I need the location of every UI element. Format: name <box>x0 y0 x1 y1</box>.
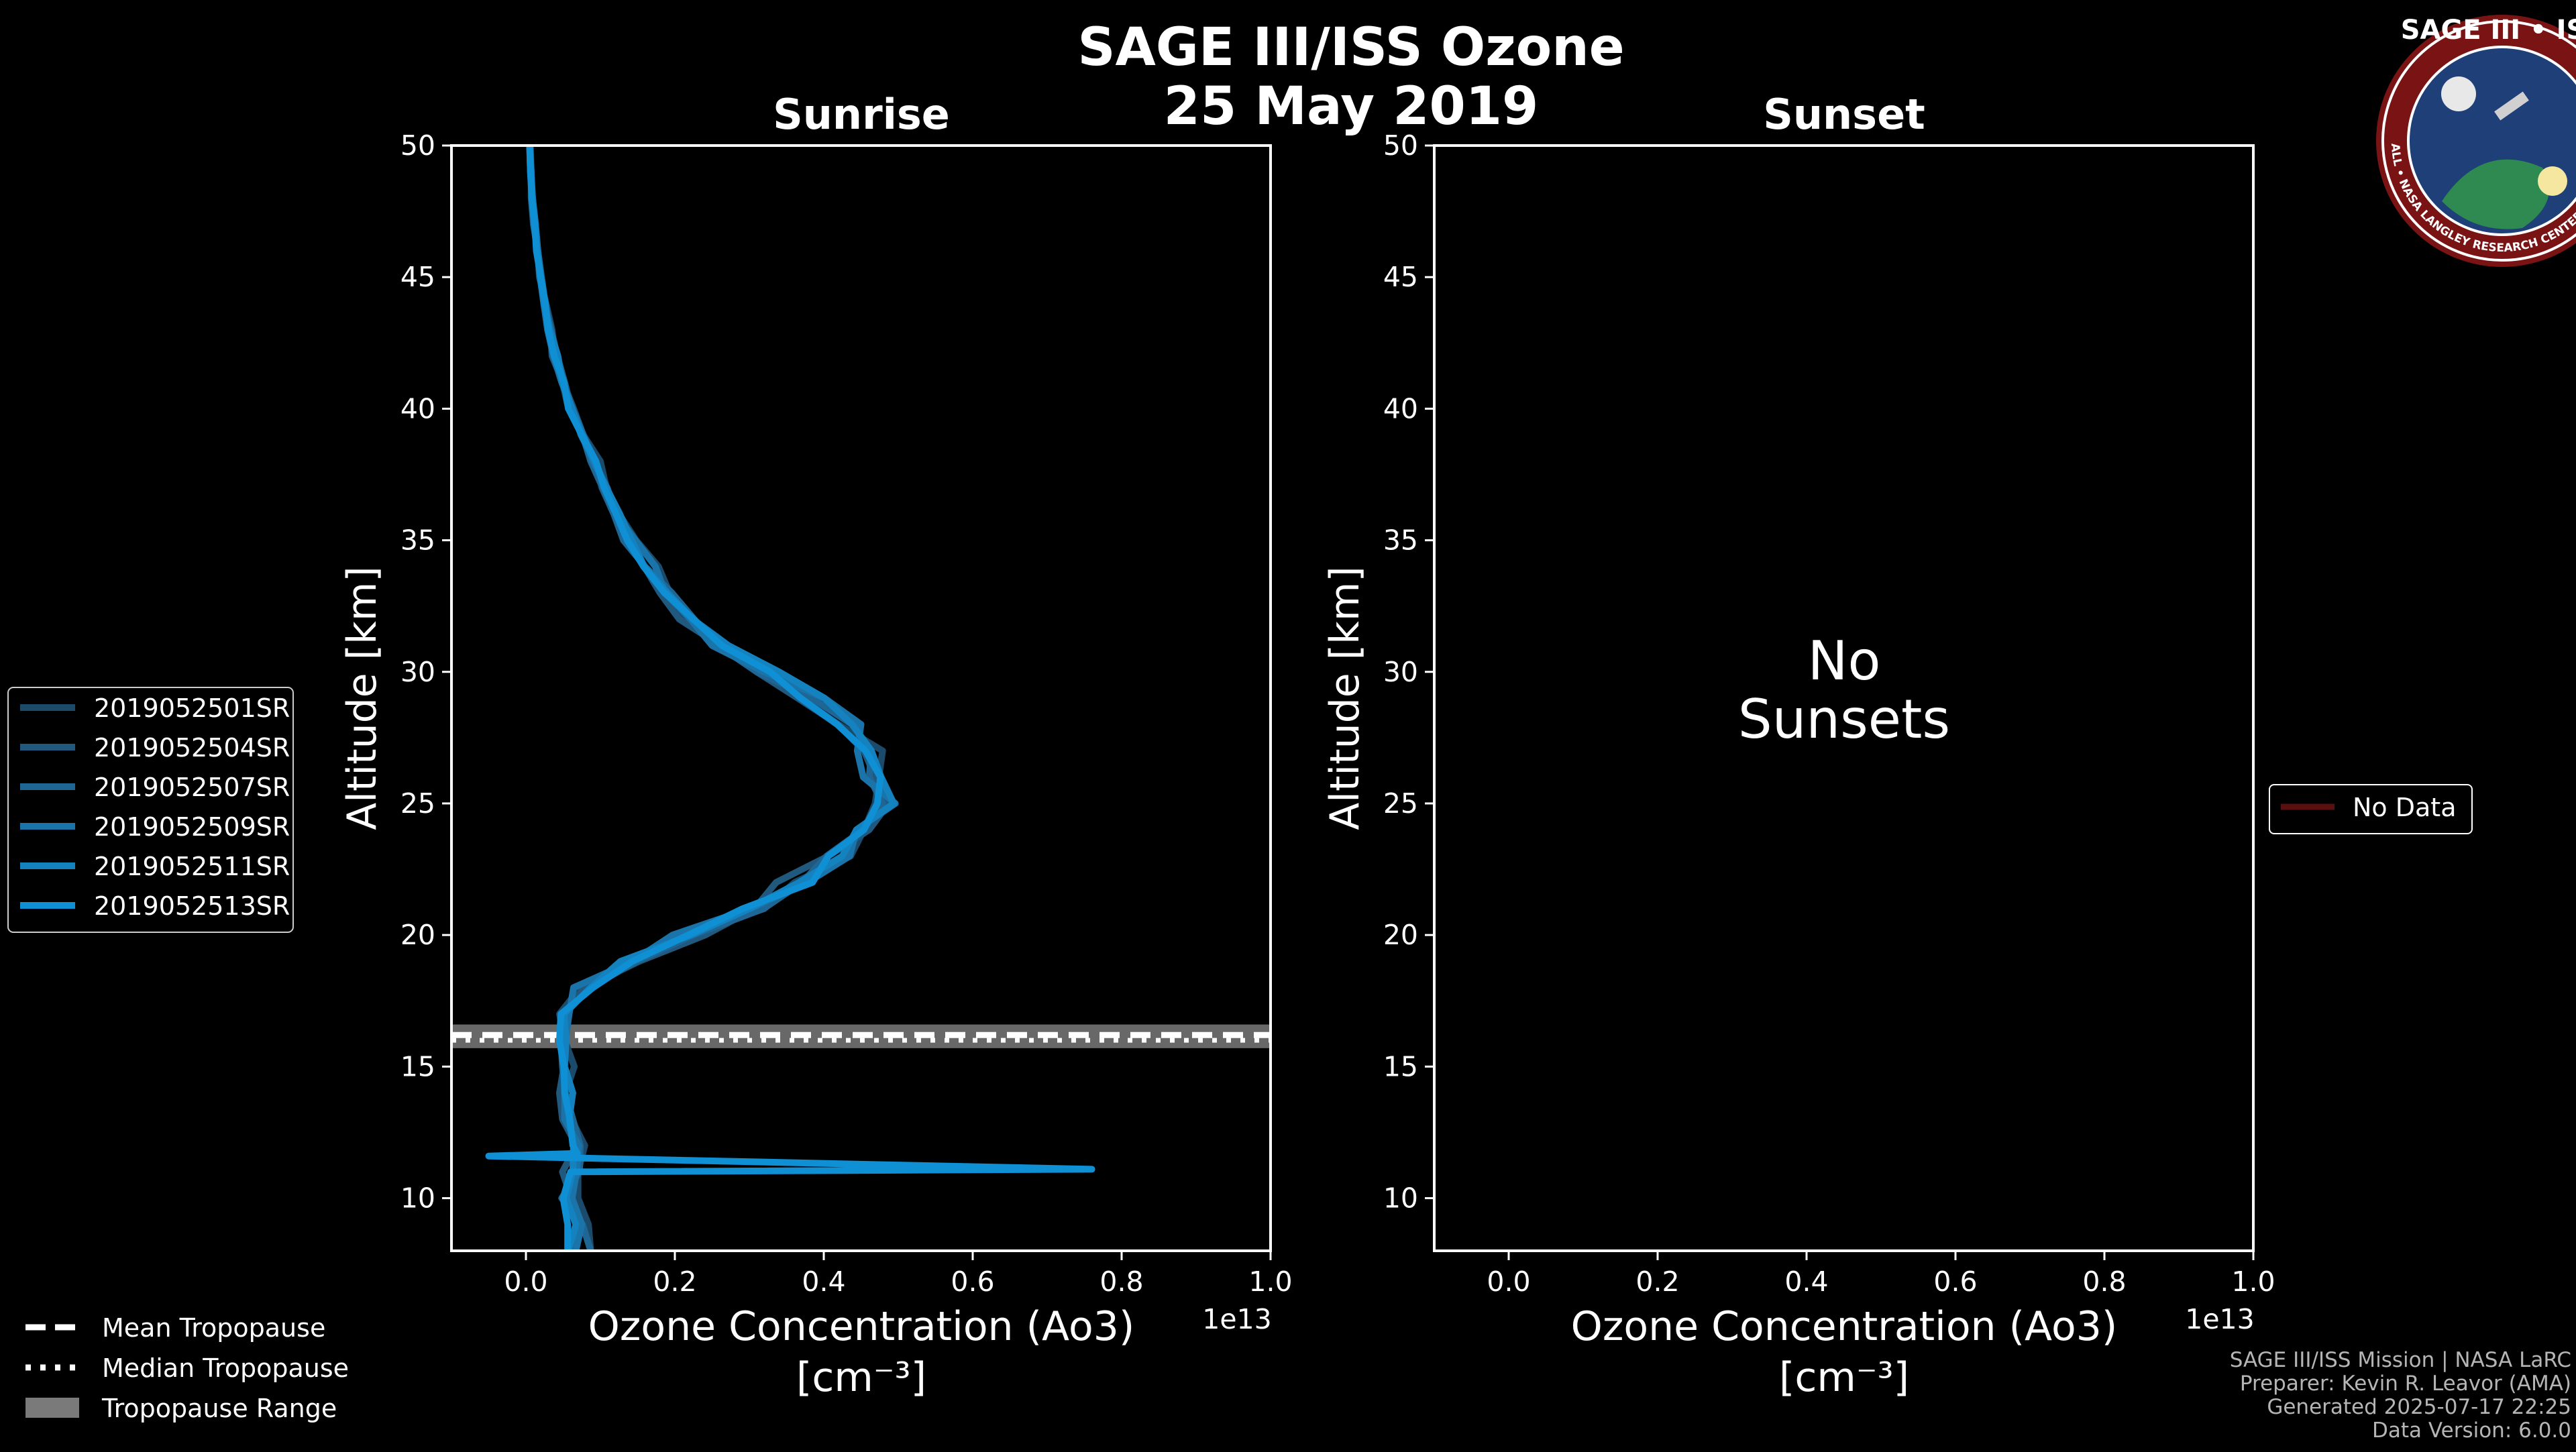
legend-label-2019052509SR: 2019052509SR <box>94 812 290 842</box>
sunset-x-tick-label: 0.8 <box>2082 1266 2126 1298</box>
sunrise-y-tick-label: 50 <box>400 129 435 162</box>
sunrise-x-axis-label: Ozone Concentration (Ao3) <box>588 1303 1135 1350</box>
sunrise-y-tick-label: 40 <box>400 392 435 425</box>
sunrise-x-ticks: 0.0 0.2 0.4 0.6 0.8 1.0 <box>504 1251 1293 1298</box>
sunset-y-tick-label: 50 <box>1383 129 1418 162</box>
sunset-x-scale-label: 1e13 <box>2185 1303 2254 1335</box>
sunrise-x-tick-label: 0.0 <box>504 1266 547 1298</box>
no-sunsets-annotation-line1: No <box>1808 630 1881 692</box>
sunrise-x-tick-label: 0.4 <box>802 1266 845 1298</box>
legend-label-2019052511SR: 2019052511SR <box>94 852 290 881</box>
legend-label-2019052501SR: 2019052501SR <box>94 693 290 723</box>
sunrise-y-ticks: 10 15 20 25 30 35 40 45 50 <box>400 129 451 1215</box>
logo-title-text: SAGE III • ISS <box>2401 15 2576 46</box>
sunrise-axes-frame <box>450 144 1272 1252</box>
sunset-y-tick-label: 15 <box>1383 1050 1418 1082</box>
figure-subtitle: 25 May 2019 <box>1164 76 1539 137</box>
legend-label-2019052513SR: 2019052513SR <box>94 891 290 921</box>
sunset-x-tick-label: 0.6 <box>1933 1266 1977 1298</box>
logo-sun <box>2538 166 2567 196</box>
sunrise-x-tick-label: 0.6 <box>951 1266 994 1298</box>
sunrise-series-group <box>485 146 1095 1251</box>
logo-inner-border <box>2407 46 2576 236</box>
sunrise-x-tick-label: 0.2 <box>653 1266 696 1298</box>
sunset-y-tick-label: 45 <box>1383 261 1418 293</box>
series-line-2019052509SR <box>526 146 899 1251</box>
sunrise-y-tick-label: 35 <box>400 524 435 557</box>
sunrise-y-tick-label: 25 <box>400 787 435 820</box>
sunrise-y-tick-label: 20 <box>400 919 435 951</box>
sunset-y-axis-label: Altitude [km] <box>1322 566 1368 830</box>
sunrise-y-tick-label: 45 <box>400 261 435 293</box>
legend-label-2019052504SR: 2019052504SR <box>94 733 290 763</box>
figure-title: SAGE III/ISS Ozone <box>1077 17 1624 78</box>
logo-earth-landmass <box>2442 159 2549 229</box>
mean-tropopause-legend-label: Mean Tropopause <box>102 1313 325 1343</box>
sunrise-y-tick-label: 15 <box>400 1050 435 1082</box>
series-line-2019052513SR <box>485 146 1095 1251</box>
footer-preparer: Preparer: Kevin R. Leavor (AMA) <box>2240 1372 2571 1396</box>
sunset-y-tick-label: 20 <box>1383 919 1418 951</box>
series-legend-items: 2019052501SR 2019052504SR 2019052507SR 2019… <box>20 693 290 921</box>
sunset-x-axis-unit: [cm⁻³] <box>1779 1354 1909 1401</box>
sunrise-y-tick-label: 30 <box>400 656 435 688</box>
sunset-legend-box <box>2269 784 2473 834</box>
footer-credits: SAGE III/ISS Mission | NASA LaRC Prepare… <box>2230 1348 2571 1443</box>
tropopause-range-legend-swatch <box>25 1398 79 1418</box>
no-data-legend-label: No Data <box>2353 793 2457 822</box>
footer-mission: SAGE III/ISS Mission | NASA LaRC <box>2230 1348 2571 1372</box>
sunset-x-ticks: 0.0 0.2 0.4 0.6 0.8 1.0 <box>1487 1251 2275 1298</box>
sunset-x-tick-label: 0.2 <box>1635 1266 1679 1298</box>
sunset-x-tick-label: 1.0 <box>2231 1266 2275 1298</box>
sunrise-series-legend: 2019052501SR 2019052504SR 2019052507SR 2019… <box>7 687 294 933</box>
median-tropopause-legend-label: Median Tropopause <box>102 1353 349 1383</box>
tropopause-legend: Mean Tropopause Median Tropopause Tropop… <box>25 1313 349 1423</box>
sunset-x-tick-label: 0.0 <box>1487 1266 1530 1298</box>
sunset-x-tick-label: 0.4 <box>1784 1266 1828 1298</box>
logo-moon <box>2441 76 2476 111</box>
sunset-y-tick-label: 25 <box>1383 787 1418 820</box>
logo-space-station <box>2494 91 2529 121</box>
series-line-2019052504SR <box>526 146 892 1251</box>
footer-generated: Generated 2025-07-17 22:25 <box>2267 1395 2571 1419</box>
sunrise-x-axis-unit: [cm⁻³] <box>796 1354 926 1401</box>
sunset-y-ticks: 10 15 20 25 30 35 40 45 50 <box>1383 129 1434 1215</box>
tropopause-range-legend-label: Tropopause Range <box>101 1394 337 1423</box>
sunset-x-axis-label: Ozone Concentration (Ao3) <box>1571 1303 2118 1350</box>
sunrise-y-axis-label: Altitude [km] <box>339 566 386 830</box>
no-sunsets-annotation-line2: Sunsets <box>1738 688 1950 750</box>
legend-label-2019052507SR: 2019052507SR <box>94 773 290 802</box>
sunset-legend: No Data <box>2269 784 2473 834</box>
sunset-axes-frame <box>1433 144 2255 1252</box>
sunset-y-tick-label: 35 <box>1383 524 1418 557</box>
sunrise-x-scale-label: 1e13 <box>1202 1303 1271 1335</box>
sunrise-x-tick-label: 1.0 <box>1248 1266 1292 1298</box>
sunset-y-tick-label: 10 <box>1383 1182 1418 1215</box>
series-legend-box <box>7 687 294 933</box>
logo-ring-border <box>2381 20 2576 262</box>
sunrise-y-tick-label: 10 <box>400 1182 435 1215</box>
sunrise-x-tick-label: 0.8 <box>1099 1266 1143 1298</box>
sunset-panel-title: Sunset <box>1763 90 1925 139</box>
series-line-2019052511SR <box>526 146 898 1251</box>
sunset-y-tick-label: 30 <box>1383 656 1418 688</box>
sunrise-panel-title: Sunrise <box>773 90 950 139</box>
sunset-y-tick-label: 40 <box>1383 392 1418 425</box>
footer-data-version: Data Version: 6.0.0 <box>2372 1418 2571 1443</box>
